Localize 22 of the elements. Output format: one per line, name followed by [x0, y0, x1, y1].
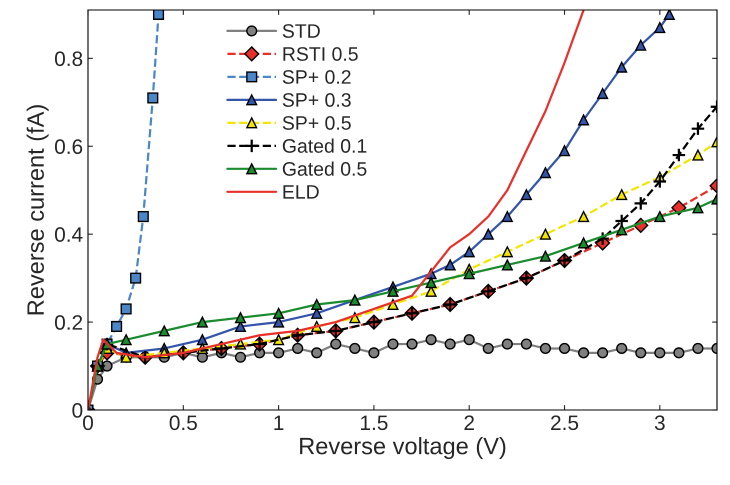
x-tick-label: 2 [464, 415, 474, 430]
x-tick-label: 1.5 [361, 416, 388, 430]
legend-label: SP+ 0.5 [282, 116, 351, 130]
y-tick-label: 0.2 [54, 315, 82, 330]
y-tick-label: 0.8 [54, 51, 82, 66]
y-tick-label: 0.6 [54, 139, 82, 154]
x-tick-label: 2.5 [551, 415, 578, 430]
legend-label: SP+ 0.3 [282, 93, 351, 107]
y-tick-label: 0 [72, 403, 82, 418]
y-tick-label: 0.4 [54, 227, 83, 242]
x-tick-label: 0.5 [170, 415, 197, 430]
x-axis-title: Reverse voltage (V) [300, 437, 506, 460]
y-axis-title: Reverse current (fA) [26, 105, 49, 314]
x-tick-label: 3 [654, 415, 665, 430]
legend-label: SP+ 0.2 [282, 70, 351, 84]
x-tick-label: 0 [83, 415, 93, 430]
legend-label: ELD [283, 185, 319, 199]
legend-label: RSTI 0.5 [283, 47, 358, 61]
legend-label: Gated 0.1 [282, 138, 366, 153]
legend-label: Gated 0.5 [282, 162, 366, 176]
x-tick-label: 1 [274, 416, 284, 430]
legend-label: STD [282, 24, 320, 38]
